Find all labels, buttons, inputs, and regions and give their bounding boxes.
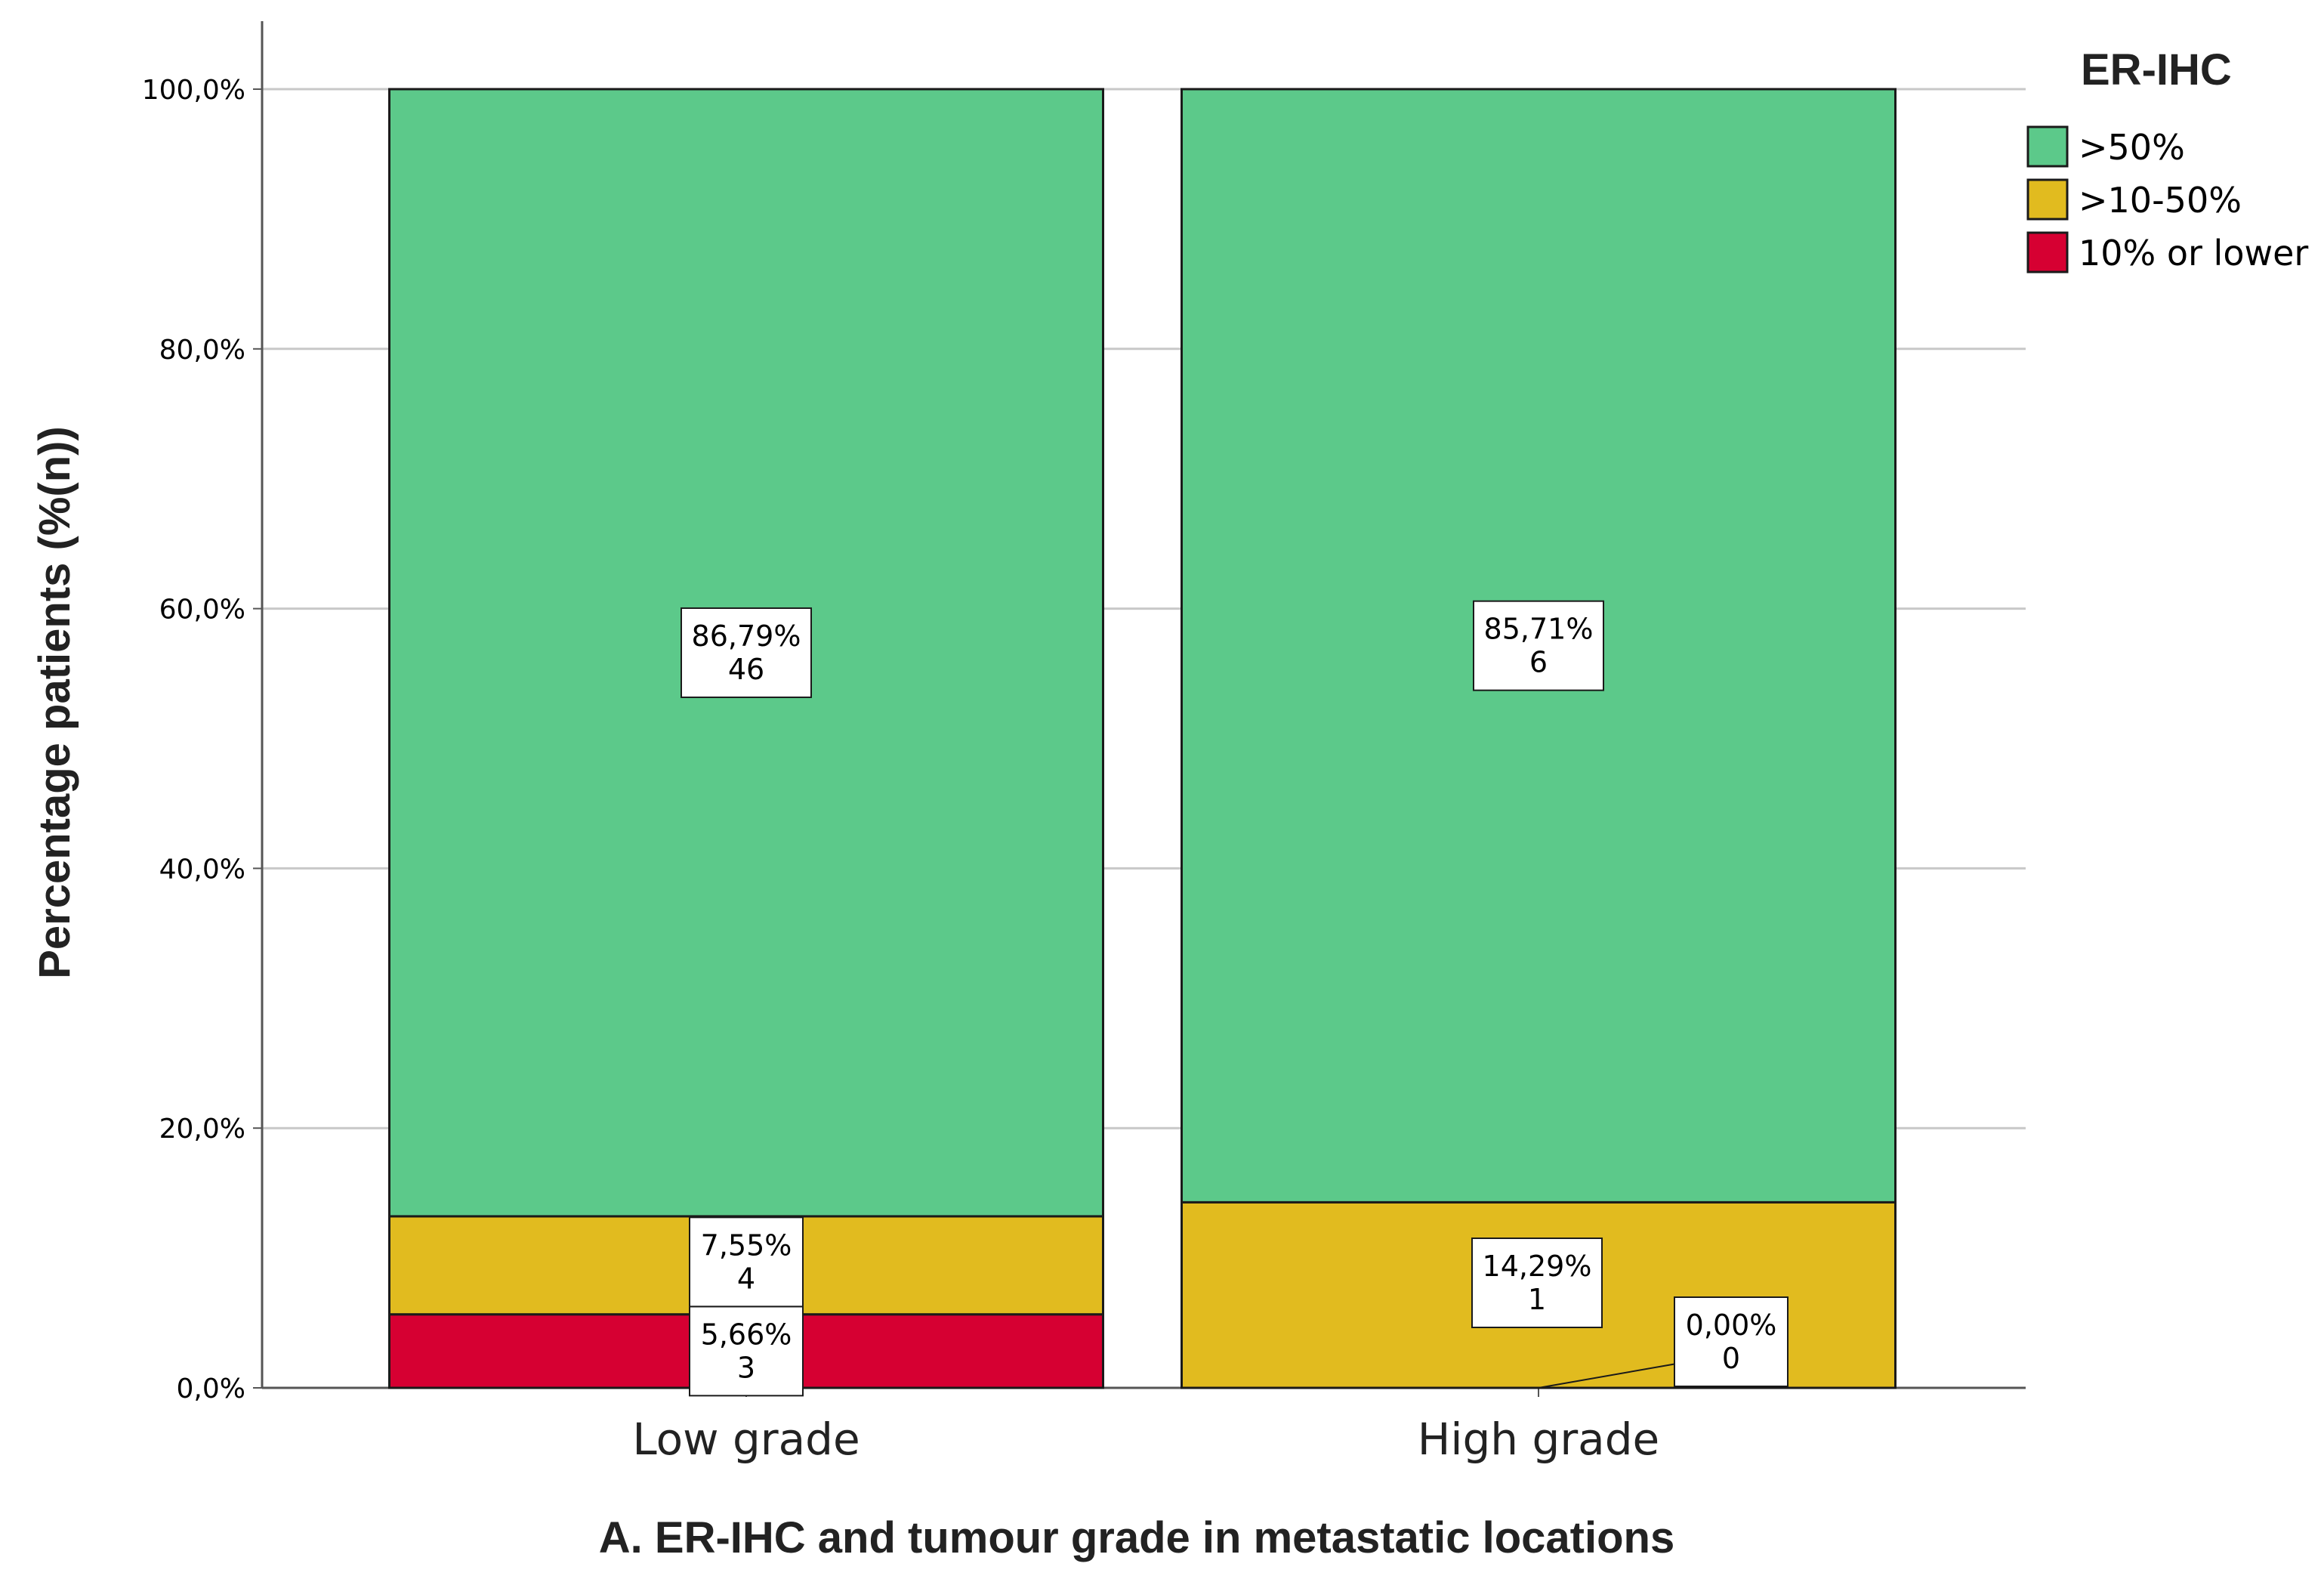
y-tick-label: 100,0%	[142, 75, 245, 106]
legend-swatch	[2026, 125, 2069, 168]
data-label-count: 46	[728, 653, 764, 686]
data-label-percent: 0,00%	[1686, 1309, 1777, 1342]
data-label-percent: 5,66%	[701, 1318, 792, 1351]
data-label-box	[1674, 1296, 1789, 1387]
data-label-count: 6	[1529, 646, 1548, 679]
x-tick-label: Low grade	[632, 1414, 860, 1465]
data-label-box	[681, 607, 812, 698]
label-leader	[1538, 1363, 1675, 1389]
legend-title: ER-IHC	[2081, 45, 2232, 94]
x-tick-label: High grade	[1418, 1414, 1659, 1465]
y-tick-label: 20,0%	[159, 1114, 245, 1145]
data-label-percent: 85,71%	[1484, 613, 1594, 646]
legend: ER-IHC >50% >10-50% 10% or lower	[2026, 45, 2308, 273]
y-tick-label: 40,0%	[159, 854, 245, 885]
bar-segment	[1181, 88, 1897, 1204]
bars	[388, 88, 1897, 1389]
data-label-box	[689, 1306, 804, 1397]
data-labels: 5,66%3 7,55%4 86,79%46 0,00%0 14,29%1 85,71%6	[681, 600, 1789, 1397]
data-label-count: 1	[1528, 1283, 1546, 1316]
y-axis-title: Percentage patients (%(n))	[30, 426, 79, 979]
data-label-percent: 14,29%	[1483, 1250, 1592, 1283]
y-tick-label: 60,0%	[159, 595, 245, 626]
data-label-percent: 7,55%	[701, 1228, 792, 1262]
data-label-count: 0	[1722, 1342, 1740, 1375]
y-tick-label: 80,0%	[159, 335, 245, 366]
data-label-count: 3	[737, 1351, 755, 1384]
data-label-box	[689, 1216, 804, 1308]
chart-title: A. ER-IHC and tumour grade in metastatic…	[599, 1513, 1674, 1562]
data-label-box	[1471, 1238, 1603, 1328]
data-label-percent: 86,79%	[692, 620, 801, 653]
y-tick-label: 0,0%	[177, 1374, 245, 1404]
legend-swatch	[2026, 231, 2069, 273]
legend-label: >50%	[2079, 127, 2185, 168]
data-label-box	[1473, 600, 1604, 691]
data-label-count: 4	[737, 1262, 755, 1295]
legend-items: >50% >10-50% 10% or lower	[2026, 125, 2308, 273]
legend-swatch	[2026, 178, 2069, 221]
legend-label: >10-50%	[2079, 180, 2242, 221]
legend-label: 10% or lower	[2079, 233, 2308, 273]
